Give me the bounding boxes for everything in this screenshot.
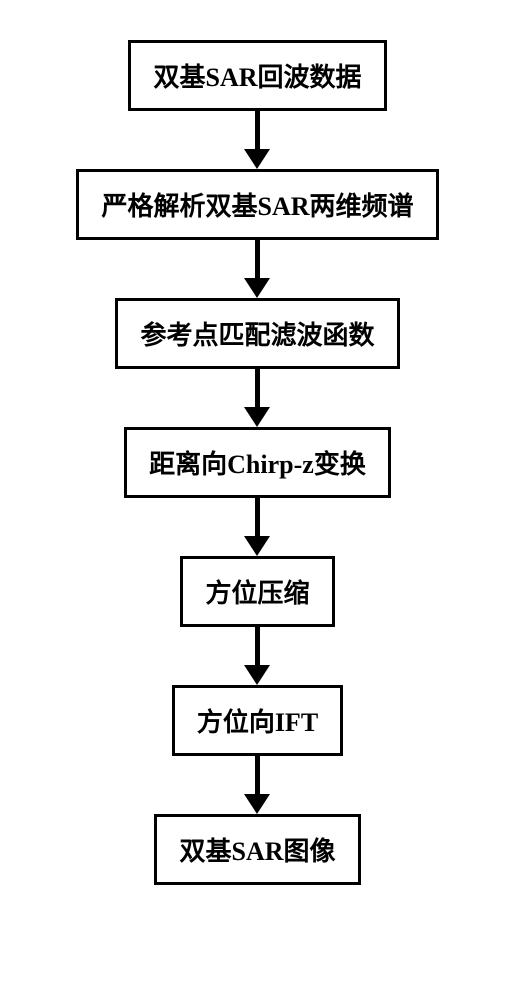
arrow-head-icon — [244, 665, 270, 685]
arrow-line — [255, 240, 260, 279]
flow-arrow — [244, 498, 270, 556]
flow-node-label: 双基SAR回波数据 — [153, 63, 361, 92]
flow-node-1: 双基SAR回波数据 — [128, 40, 386, 111]
arrow-head-icon — [244, 407, 270, 427]
flow-arrow — [244, 369, 270, 427]
flow-node-label: 距离向Chirp-z变换 — [149, 450, 366, 479]
arrow-line — [255, 756, 260, 795]
arrow-head-icon — [244, 149, 270, 169]
flow-node-label: 方位向IFT — [197, 708, 318, 737]
flow-arrow — [244, 111, 270, 169]
arrow-line — [255, 111, 260, 150]
flow-node-3: 参考点匹配滤波函数 — [115, 298, 399, 369]
arrow-line — [255, 369, 260, 408]
flow-arrow — [244, 240, 270, 298]
flow-node-2: 严格解析双基SAR两维频谱 — [76, 169, 438, 240]
flow-node-5: 方位压缩 — [180, 556, 334, 627]
flow-arrow — [244, 756, 270, 814]
flow-node-7: 双基SAR图像 — [154, 814, 360, 885]
arrow-head-icon — [244, 278, 270, 298]
flow-node-label: 方位压缩 — [205, 579, 309, 608]
flow-node-4: 距离向Chirp-z变换 — [124, 427, 391, 498]
flow-arrow — [244, 627, 270, 685]
flow-node-label: 严格解析双基SAR两维频谱 — [101, 192, 413, 221]
flow-node-6: 方位向IFT — [172, 685, 343, 756]
arrow-head-icon — [244, 536, 270, 556]
arrow-line — [255, 498, 260, 537]
flow-node-label: 参考点匹配滤波函数 — [140, 321, 374, 350]
arrow-head-icon — [244, 794, 270, 814]
flowchart-container: 双基SAR回波数据 严格解析双基SAR两维频谱 参考点匹配滤波函数 距离向Chi… — [76, 40, 438, 885]
arrow-line — [255, 627, 260, 666]
flow-node-label: 双基SAR图像 — [179, 837, 335, 866]
